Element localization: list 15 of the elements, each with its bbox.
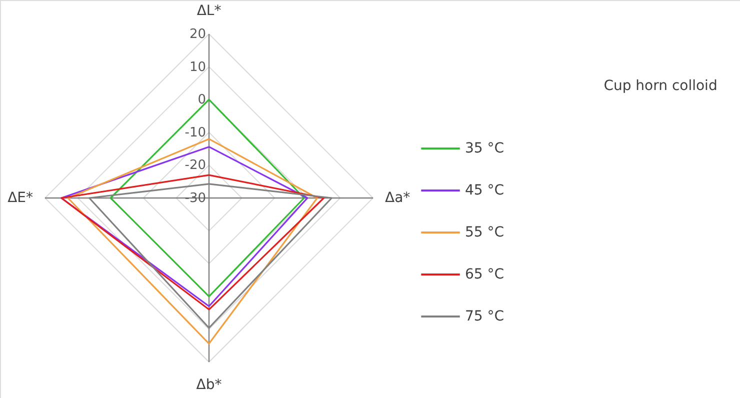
legend-label: 45 °C [465, 182, 504, 198]
spoke-label: ΔL* [196, 3, 222, 19]
legend-label: 55 °C [465, 224, 504, 240]
text: Cup horn colloid [604, 78, 718, 94]
y-tick-label: 0 [198, 92, 206, 108]
spoke-label: Δa* [385, 190, 410, 206]
legend-label: 75 °C [465, 308, 504, 324]
y-tick-label: -10 [184, 125, 206, 140]
y-tick-label: 20 [189, 27, 206, 42]
y-tick-label: 10 [189, 60, 206, 75]
y-tick-label: -20 [184, 158, 206, 174]
spoke-label: Δb* [196, 377, 222, 393]
legend-label: 65 °C [465, 266, 504, 282]
legend-label: 35 °C [465, 140, 504, 156]
spoke-label: ΔE* [8, 190, 33, 206]
